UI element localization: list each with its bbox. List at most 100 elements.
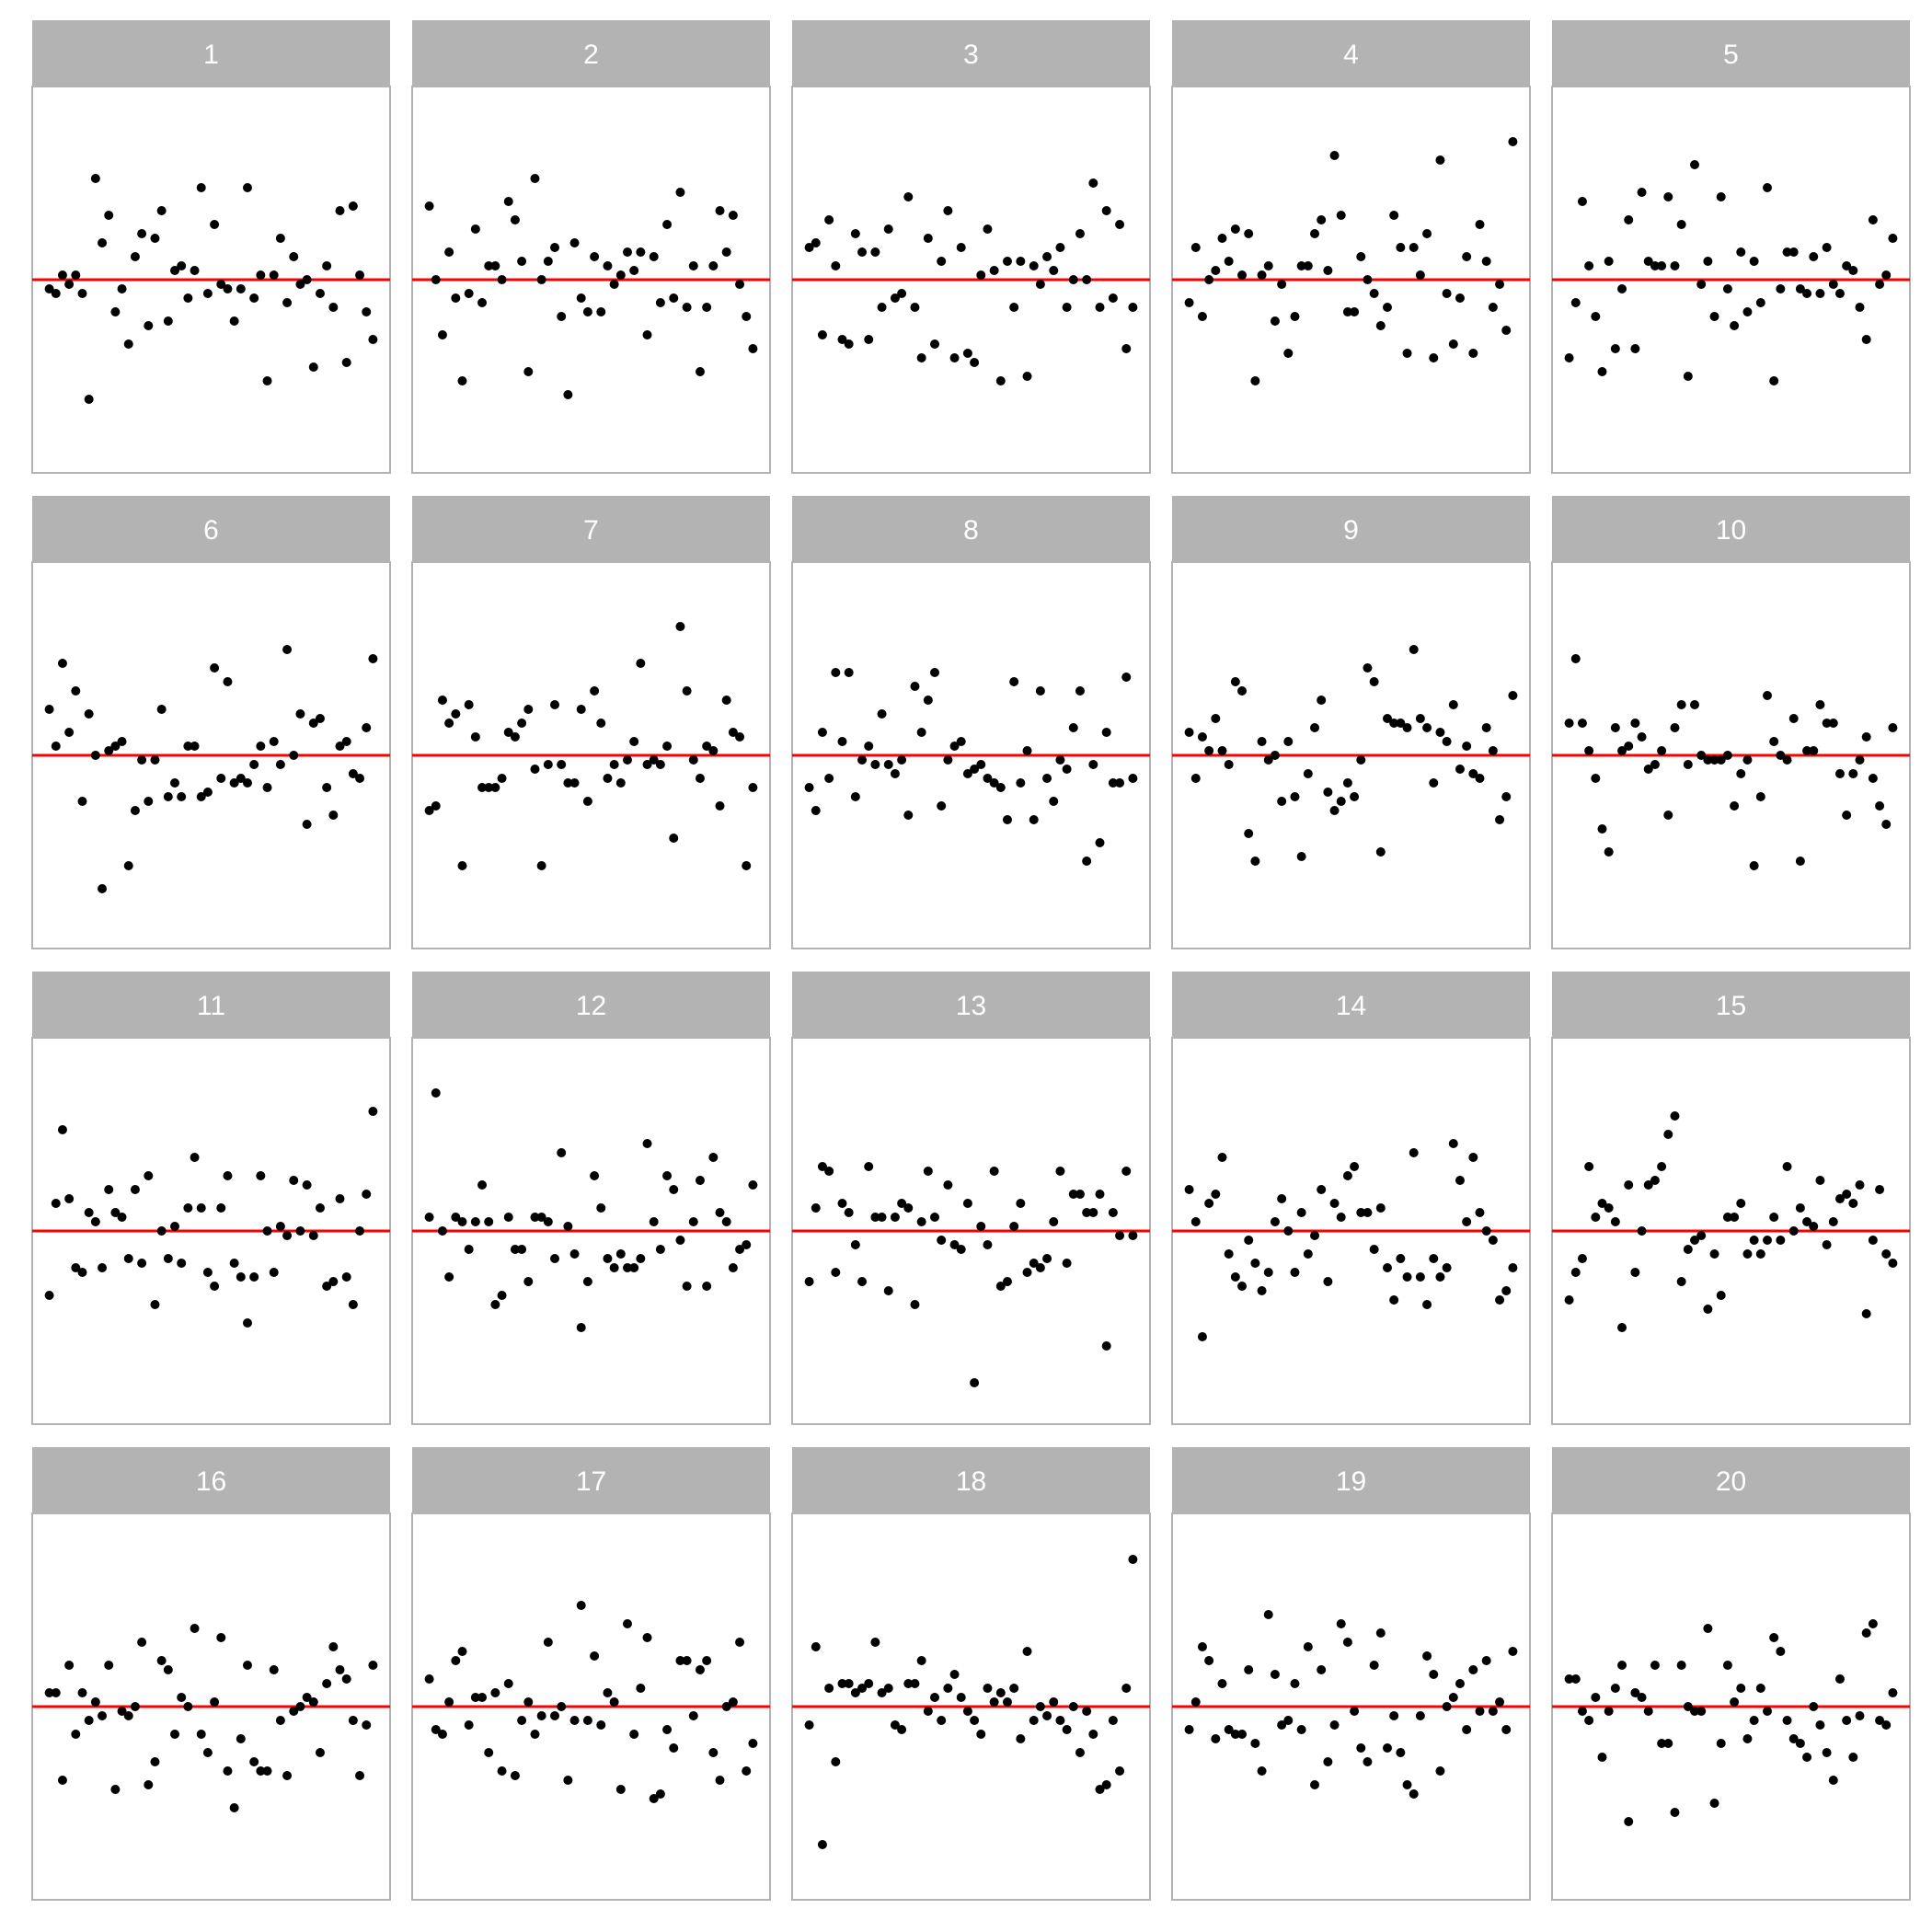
data-point bbox=[1257, 1286, 1267, 1295]
data-point bbox=[269, 270, 279, 280]
data-point bbox=[1422, 1651, 1432, 1661]
data-point bbox=[903, 1203, 914, 1213]
data-point bbox=[156, 1226, 167, 1236]
data-point bbox=[1409, 1789, 1419, 1799]
data-point bbox=[523, 1697, 534, 1707]
data-point bbox=[1643, 765, 1653, 774]
data-point bbox=[1703, 257, 1713, 266]
facet-strip bbox=[792, 20, 1150, 86]
facet-panel-17: 17 bbox=[411, 1447, 771, 1901]
data-point bbox=[590, 1171, 600, 1180]
data-point bbox=[123, 861, 133, 870]
data-point bbox=[877, 1688, 887, 1697]
data-point bbox=[308, 1697, 318, 1707]
data-point bbox=[702, 303, 712, 312]
facet-label: 4 bbox=[1343, 40, 1359, 70]
data-point bbox=[1035, 1263, 1045, 1272]
facet-label: 14 bbox=[1336, 991, 1366, 1021]
data-point bbox=[236, 284, 246, 293]
data-point bbox=[1062, 765, 1072, 774]
data-point bbox=[937, 1236, 947, 1245]
data-point bbox=[202, 1268, 213, 1277]
data-point bbox=[715, 1208, 725, 1217]
data-point bbox=[523, 705, 534, 714]
data-point bbox=[837, 737, 847, 746]
data-point bbox=[1564, 1295, 1574, 1305]
data-point bbox=[1190, 774, 1201, 783]
data-point bbox=[1042, 774, 1052, 783]
facet-label: 18 bbox=[956, 1466, 986, 1497]
data-point bbox=[956, 737, 966, 746]
data-point bbox=[451, 1656, 461, 1665]
data-point bbox=[1049, 266, 1059, 275]
data-point bbox=[1217, 1679, 1227, 1688]
data-point bbox=[1211, 1190, 1221, 1199]
data-point bbox=[517, 257, 527, 266]
data-point bbox=[464, 289, 474, 298]
data-point bbox=[721, 1217, 731, 1226]
data-point bbox=[1035, 686, 1045, 696]
data-point bbox=[989, 1167, 999, 1176]
data-point bbox=[117, 284, 127, 293]
data-point bbox=[609, 280, 619, 289]
data-point bbox=[943, 1180, 953, 1190]
data-point bbox=[1610, 723, 1620, 732]
data-point bbox=[1591, 1213, 1601, 1222]
data-point bbox=[1650, 1661, 1660, 1670]
data-point bbox=[477, 783, 488, 792]
data-point bbox=[1834, 289, 1845, 298]
data-point bbox=[262, 376, 272, 385]
data-point bbox=[1657, 261, 1667, 270]
data-point bbox=[497, 275, 507, 284]
data-point bbox=[1375, 321, 1386, 330]
data-point bbox=[1290, 792, 1300, 801]
data-point bbox=[1283, 1226, 1294, 1236]
data-point bbox=[137, 1638, 147, 1647]
data-point bbox=[688, 261, 698, 270]
data-point bbox=[1068, 723, 1078, 732]
data-point bbox=[77, 289, 87, 298]
data-point bbox=[229, 1803, 239, 1812]
data-point bbox=[223, 677, 233, 686]
facet-label: 1 bbox=[203, 40, 219, 70]
data-point bbox=[1769, 737, 1779, 746]
data-point bbox=[569, 1249, 580, 1259]
data-point bbox=[837, 335, 847, 344]
data-point bbox=[242, 1661, 252, 1670]
data-point bbox=[662, 1725, 673, 1734]
data-point bbox=[655, 1789, 665, 1799]
data-point bbox=[190, 742, 200, 751]
data-point bbox=[1604, 1203, 1614, 1213]
data-point bbox=[444, 1272, 454, 1282]
data-point bbox=[1310, 229, 1320, 238]
data-point bbox=[844, 668, 854, 677]
data-point bbox=[484, 261, 494, 270]
data-point bbox=[615, 778, 626, 788]
data-point bbox=[1363, 1208, 1373, 1217]
data-point bbox=[622, 247, 632, 257]
data-point bbox=[424, 806, 434, 815]
data-point bbox=[1230, 677, 1240, 686]
data-point bbox=[98, 238, 108, 247]
facet-strip bbox=[1552, 1447, 1910, 1513]
data-point bbox=[1475, 774, 1485, 783]
data-point bbox=[1597, 367, 1607, 376]
data-point bbox=[71, 686, 81, 696]
data-point bbox=[748, 344, 758, 353]
data-point bbox=[662, 742, 673, 751]
data-point bbox=[742, 861, 752, 870]
data-point bbox=[1448, 1139, 1458, 1148]
data-point bbox=[1630, 1268, 1640, 1277]
data-point bbox=[1049, 1217, 1059, 1226]
data-point bbox=[1495, 1295, 1505, 1305]
data-point bbox=[1488, 746, 1498, 755]
data-point bbox=[355, 774, 365, 783]
data-point bbox=[850, 1688, 860, 1697]
data-point bbox=[289, 751, 299, 760]
data-point bbox=[1422, 229, 1432, 238]
data-point bbox=[949, 1240, 960, 1249]
data-point bbox=[1610, 1684, 1620, 1693]
data-point bbox=[1788, 714, 1799, 723]
data-point bbox=[517, 1716, 527, 1725]
data-point bbox=[1564, 719, 1574, 728]
